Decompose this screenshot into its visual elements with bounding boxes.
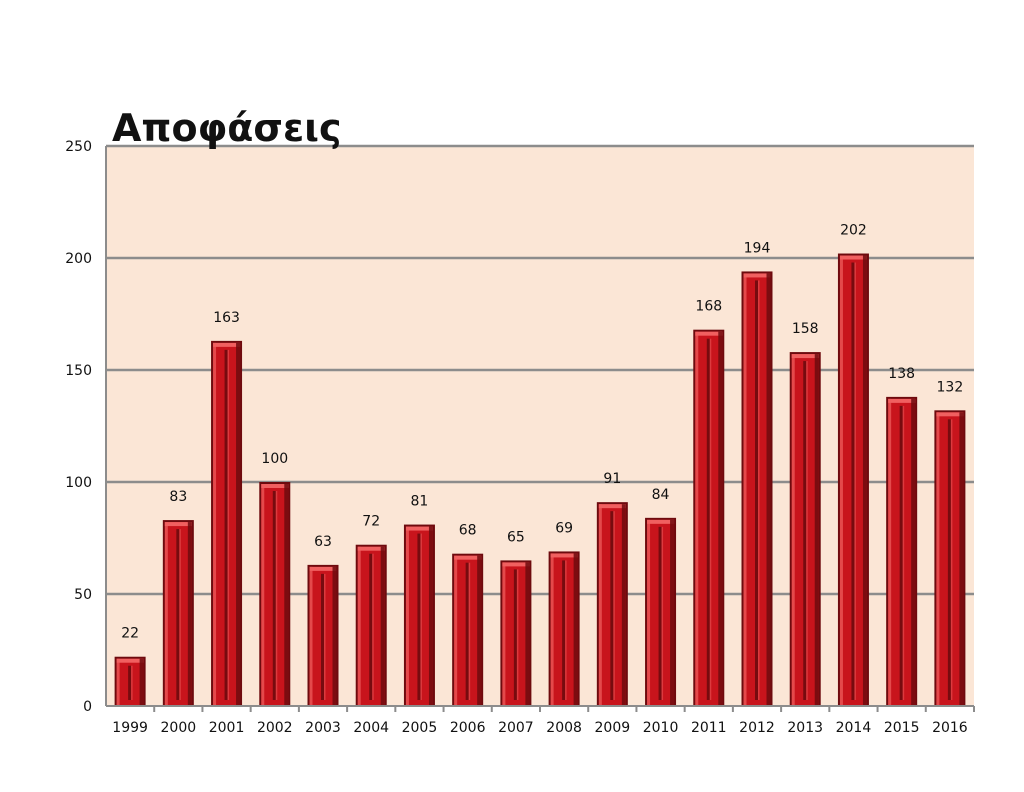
y-tick-label: 50 xyxy=(74,587,92,603)
bar xyxy=(452,553,484,706)
bar xyxy=(548,551,580,706)
x-tick-label: 2005 xyxy=(402,720,438,736)
bar xyxy=(259,482,291,706)
data-label: 100 xyxy=(261,451,288,467)
data-label: 69 xyxy=(555,520,573,536)
bar xyxy=(211,340,243,706)
x-tick-label: 2016 xyxy=(932,720,968,736)
x-tick-label: 2011 xyxy=(691,720,727,736)
chart-title: Αποφάσεις xyxy=(112,106,341,150)
bar xyxy=(500,560,532,706)
data-label: 68 xyxy=(459,523,477,539)
gridlines xyxy=(106,144,974,596)
bar xyxy=(596,502,628,706)
bar xyxy=(307,564,339,706)
bar xyxy=(114,656,146,706)
x-tick-label: 2006 xyxy=(450,720,486,736)
x-tick-label: 2002 xyxy=(257,720,293,736)
y-tick-label: 100 xyxy=(65,475,92,491)
x-tick-label: 2012 xyxy=(739,720,775,736)
data-label: 22 xyxy=(121,626,139,642)
bar xyxy=(162,520,194,706)
bar xyxy=(741,271,773,706)
data-label: 83 xyxy=(169,489,187,505)
data-label: 138 xyxy=(888,366,915,382)
bar xyxy=(693,329,725,706)
y-tick-label: 150 xyxy=(65,363,92,379)
x-tick-label: 2014 xyxy=(836,720,872,736)
data-label: 91 xyxy=(603,471,621,487)
data-label: 63 xyxy=(314,534,332,550)
x-tick-label: 2013 xyxy=(787,720,823,736)
bar xyxy=(934,410,966,706)
x-tick-label: 2004 xyxy=(353,720,389,736)
y-tick-labels: 0 50 100 150 200 250 xyxy=(65,139,92,715)
data-labels: 22 83 163 100 63 72 81 68 65 69 91 84 168 194 158 202 13… xyxy=(121,223,963,642)
data-label: 158 xyxy=(792,321,819,337)
bar xyxy=(837,253,869,706)
x-tick-label: 2001 xyxy=(209,720,245,736)
data-label: 168 xyxy=(695,299,722,315)
data-label: 132 xyxy=(937,379,964,395)
data-label: 84 xyxy=(652,487,670,503)
bar xyxy=(789,352,821,706)
x-tick-label: 2009 xyxy=(595,720,631,736)
x-tick-label: 2007 xyxy=(498,720,534,736)
data-label: 65 xyxy=(507,529,525,545)
x-tick-label: 2003 xyxy=(305,720,341,736)
y-tick-label: 200 xyxy=(65,251,92,267)
data-label: 72 xyxy=(362,514,380,530)
x-tick-labels: 1999 2000 2001 2002 2003 2004 2005 2006 2007 2008… xyxy=(112,706,975,736)
data-label: 163 xyxy=(213,310,240,326)
x-tick-label: 2015 xyxy=(884,720,920,736)
plot-area xyxy=(106,146,974,706)
y-tick-label: 0 xyxy=(83,699,92,715)
bar xyxy=(355,544,387,706)
data-label: 81 xyxy=(411,494,429,510)
bar xyxy=(886,396,918,706)
data-label: 202 xyxy=(840,223,867,239)
x-tick-label: 1999 xyxy=(112,720,148,736)
data-label: 194 xyxy=(744,240,771,256)
x-tick-label: 2008 xyxy=(546,720,582,736)
x-tick-label: 2000 xyxy=(161,720,197,736)
bars xyxy=(114,253,966,706)
x-tick-label: 2010 xyxy=(643,720,679,736)
y-tick-label: 250 xyxy=(65,139,92,155)
bar xyxy=(645,517,677,706)
bar xyxy=(403,524,435,706)
